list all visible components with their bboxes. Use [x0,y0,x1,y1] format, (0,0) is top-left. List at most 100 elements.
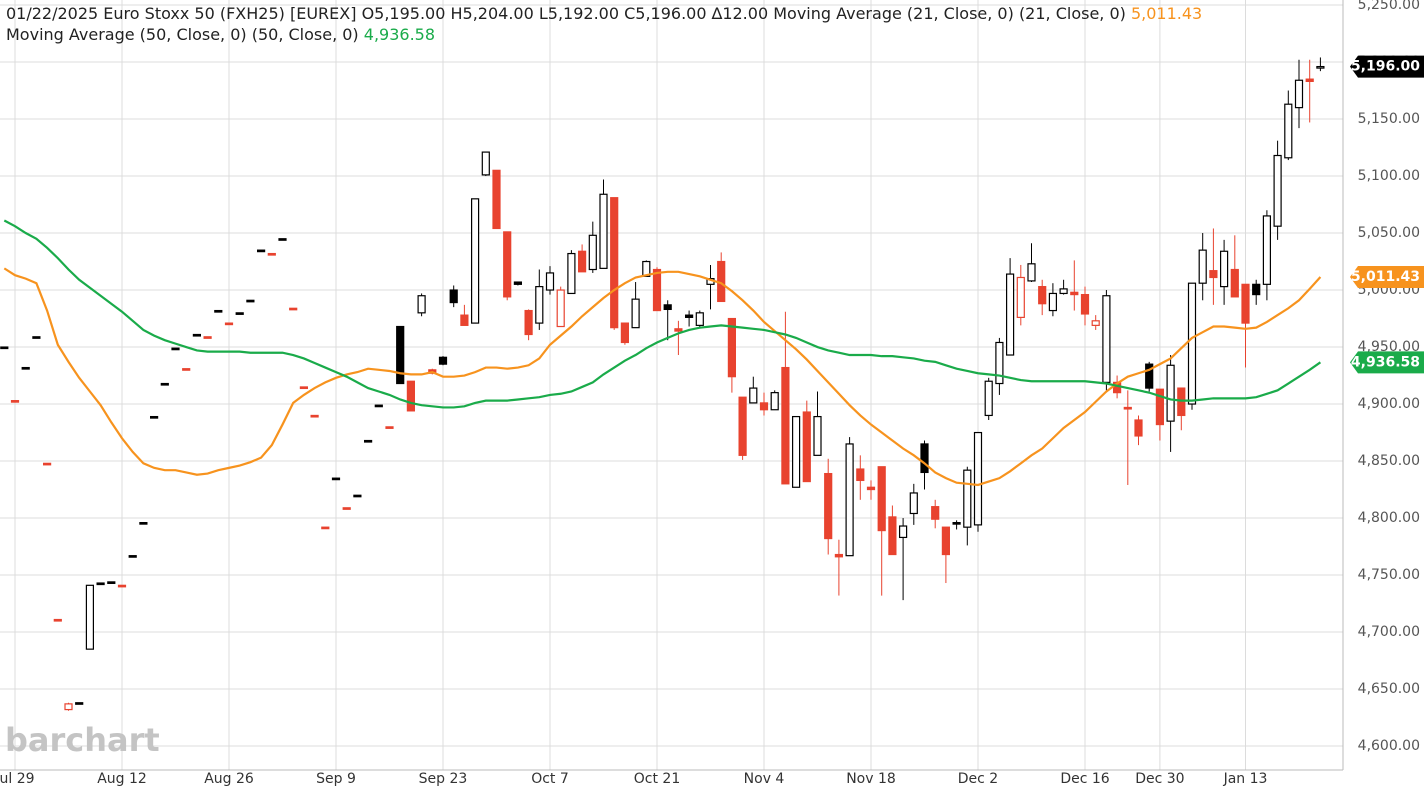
x-tick-label: Sep 23 [419,771,468,787]
candle-body [1209,270,1218,279]
candle-body [1262,215,1272,285]
candle-body [909,492,918,515]
y-tick-label: 5,150.00 [1358,111,1420,127]
candle-body [449,289,458,304]
x-tick-label: Sep 9 [316,771,356,787]
candle-body [898,525,908,539]
y-tick-label: 4,650.00 [1358,681,1420,697]
candle-body [577,250,587,273]
x-tick-label: Aug 26 [204,771,254,787]
candle-body [920,443,929,474]
candle-body [567,252,576,295]
candle-body [1187,282,1197,405]
candle-body [1316,65,1325,69]
candle-body [1027,263,1036,282]
candle-body [588,234,597,271]
y-tick-label: 4,700.00 [1358,624,1420,640]
candle-body [85,584,95,650]
candle-body [182,368,191,371]
candle-body [257,249,266,253]
candle-body [203,336,212,339]
y-tick-label: 4,800.00 [1358,510,1420,526]
candle-body [1048,292,1058,312]
candle-body [610,197,619,329]
candle-body [1005,273,1015,356]
price-badge: 5,196.00 [1351,59,1420,75]
moving-average-line [3,219,1322,409]
candle-body [1252,283,1261,296]
x-tick-label: Jan 13 [1223,771,1268,787]
candle-body [931,506,940,520]
candle-body [438,356,448,365]
candle-body [1091,320,1100,326]
grid [0,0,1344,771]
candle-body [642,260,651,277]
candle-body [1059,288,1068,295]
candle-body [1080,293,1090,315]
candle-body [813,415,822,456]
header-line-2: Moving Average (50, Close, 0) (50, Close… [6,25,435,44]
candle-body [1123,406,1132,410]
watermark: barchart [5,721,160,759]
candle-body [738,396,747,456]
y-tick-label: 4,950.00 [1358,339,1420,355]
candle-body [963,469,972,528]
x-tick-label: Dec 30 [1135,771,1184,787]
candle-body [535,286,544,324]
candle-body [406,380,415,412]
plot [0,57,1325,711]
candle-body [695,312,704,326]
candle-body [727,317,737,378]
x-tick-label: Nov 18 [846,771,896,787]
candle-body [64,703,73,711]
price-badge-shape [1350,351,1424,374]
candle-body [321,526,330,530]
price-badge-shape [1350,266,1424,289]
candle-body [171,347,180,351]
candle-body [492,169,501,230]
candle-body [1145,363,1154,389]
candle-body [160,382,169,386]
candle-body [556,289,565,328]
candle-body [1016,276,1025,318]
candle-body [107,581,116,584]
y-tick-label: 4,750.00 [1358,567,1420,583]
candle-body [214,309,223,313]
candle-body [759,402,769,411]
candle-body [385,426,394,429]
candle-body [1166,364,1175,422]
candle-body [1241,283,1250,324]
candle-body [224,322,234,326]
candle-body [791,415,801,488]
moving-average-line [3,267,1322,487]
candle-body [342,507,351,510]
candle-body [1294,79,1304,109]
candle-body [246,299,255,303]
candle-body [663,304,672,311]
candle-body [471,198,480,324]
candle-body [139,522,148,525]
candle-body [21,366,30,370]
candle-body [331,477,341,481]
candle-body [1219,250,1229,288]
y-tick-label: 5,250.00 [1358,0,1420,13]
candle-body [652,268,662,312]
candle-body [1305,78,1314,83]
candle-body [310,414,319,418]
header-line-1: 01/22/2025 Euro Stoxx 50 (FXH25) [EUREX]… [6,4,1202,23]
candle-body [10,400,20,403]
candle-body [599,193,608,269]
candle-body [888,516,897,556]
candle-body [941,526,951,556]
candle-body [1102,295,1111,383]
candle-body [1230,268,1239,298]
candle-body [1284,103,1293,159]
legend-ma50: Moving Average (50, Close, 0) (50, Close… [6,25,359,44]
candle-body [1134,419,1143,437]
chart-title: 01/22/2025 Euro Stoxx 50 (FXH25) [EUREX] [6,4,356,23]
candle-body [845,443,854,557]
y-tick-label: 5,050.00 [1358,225,1420,241]
candle-body [96,582,105,586]
candle-body [952,522,961,525]
candle-body [374,404,383,408]
